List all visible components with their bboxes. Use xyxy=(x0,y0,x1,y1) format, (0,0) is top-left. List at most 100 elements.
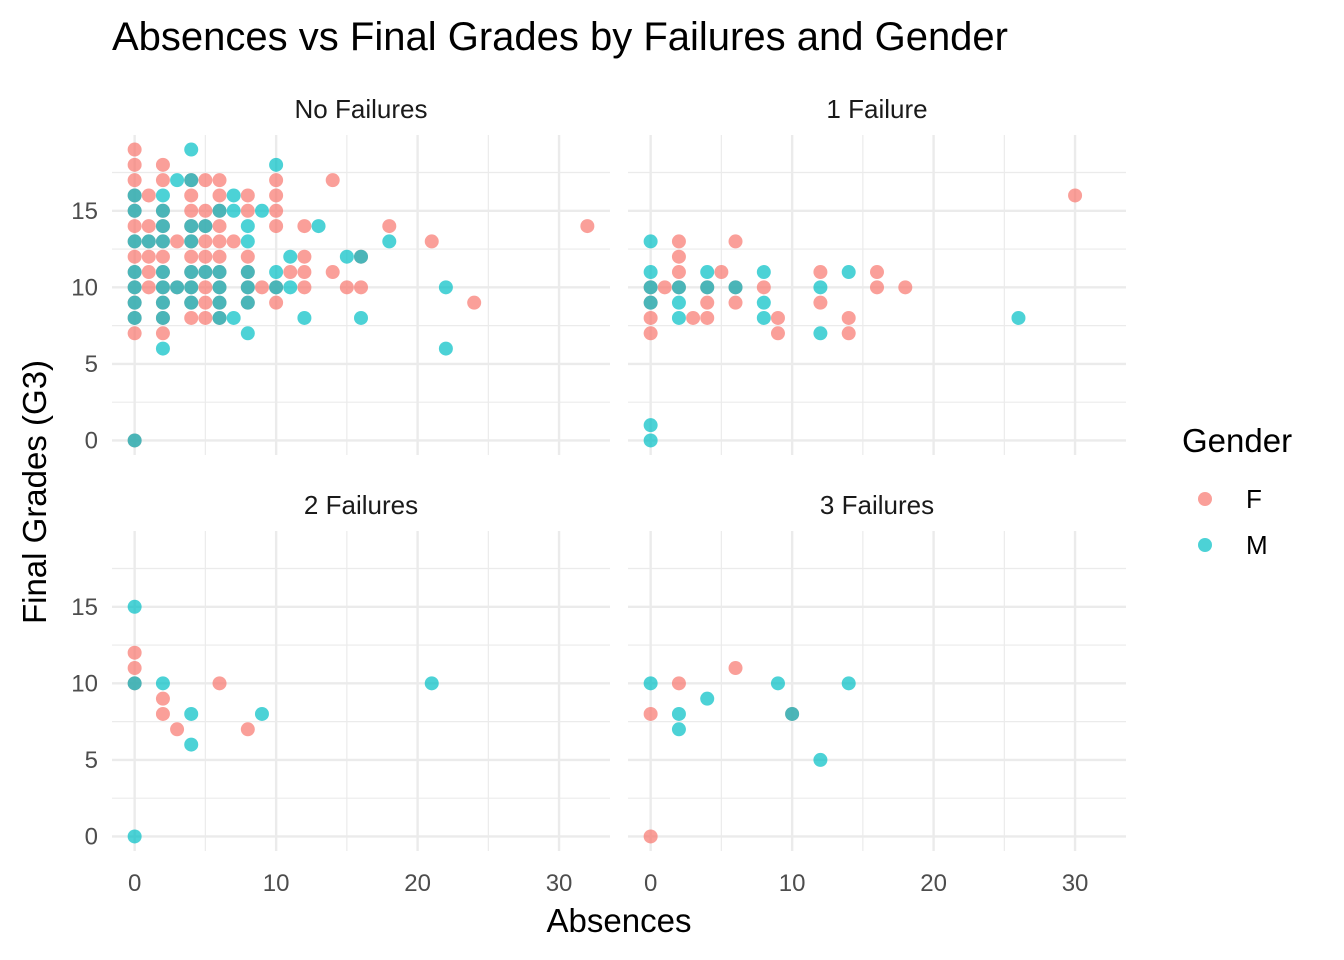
data-point-m xyxy=(155,219,170,234)
data-point-f xyxy=(127,142,142,157)
legend-label: M xyxy=(1246,530,1268,560)
data-point-m xyxy=(643,234,658,249)
data-point-m xyxy=(212,265,227,280)
data-point-m xyxy=(643,295,658,310)
data-point-m xyxy=(127,676,142,691)
data-point-m xyxy=(339,249,354,264)
data-point-m xyxy=(184,173,199,188)
data-point-m xyxy=(212,280,227,295)
data-point-f xyxy=(756,280,771,295)
data-point-f xyxy=(671,676,686,691)
data-point-m xyxy=(170,173,185,188)
data-point-f xyxy=(643,310,658,325)
data-point-f xyxy=(127,326,142,341)
data-point-m xyxy=(1011,310,1026,325)
data-point-f xyxy=(714,265,729,280)
data-point-m xyxy=(671,706,686,721)
data-point-f xyxy=(841,326,856,341)
data-point-m xyxy=(141,234,156,249)
data-point-m xyxy=(127,188,142,203)
data-point-m xyxy=(184,295,199,310)
data-point-m xyxy=(311,219,326,234)
y-tick-label: 10 xyxy=(71,274,98,301)
data-point-f xyxy=(141,280,156,295)
data-point-f xyxy=(184,310,199,325)
data-point-f xyxy=(297,219,312,234)
data-point-m xyxy=(643,433,658,448)
data-point-f xyxy=(297,265,312,280)
data-point-m xyxy=(184,280,199,295)
data-point-f xyxy=(813,295,828,310)
x-axis-title: Absences xyxy=(547,902,692,939)
data-point-f xyxy=(212,173,227,188)
facet-panels: No Failures 0 5 10 15 1 Failure 2 Failures 0 5 10… xyxy=(71,94,1126,897)
data-point-f xyxy=(700,310,715,325)
data-point-m xyxy=(269,157,284,172)
data-point-f xyxy=(580,219,595,234)
y-tick-label: 15 xyxy=(71,594,98,621)
data-point-f xyxy=(813,265,828,280)
data-point-m xyxy=(283,280,298,295)
data-point-f xyxy=(155,249,170,264)
y-tick-label: 5 xyxy=(85,351,98,378)
data-point-m xyxy=(127,599,142,614)
data-point-f xyxy=(127,249,142,264)
data-point-f xyxy=(141,188,156,203)
data-point-f xyxy=(127,661,142,676)
y-tick-label: 10 xyxy=(71,670,98,697)
data-point-f xyxy=(671,234,686,249)
data-point-m xyxy=(155,280,170,295)
chart-title: Absences vs Final Grades by Failures and… xyxy=(112,15,1008,59)
data-point-m xyxy=(269,280,284,295)
data-point-f xyxy=(269,188,284,203)
x-tick-label: 20 xyxy=(404,870,431,897)
data-point-m xyxy=(283,249,298,264)
facet-label: No Failures xyxy=(295,94,428,124)
x-tick-label: 0 xyxy=(128,870,141,897)
data-point-m xyxy=(254,706,269,721)
facet-label: 3 Failures xyxy=(820,490,934,520)
data-point-f xyxy=(424,234,439,249)
data-point-m xyxy=(226,203,241,218)
data-point-f xyxy=(728,661,743,676)
data-point-f xyxy=(184,203,199,218)
y-tick-label: 5 xyxy=(85,747,98,774)
data-point-f xyxy=(198,249,213,264)
data-point-f xyxy=(728,234,743,249)
data-point-f xyxy=(325,265,340,280)
data-point-f xyxy=(686,310,701,325)
data-point-f xyxy=(269,219,284,234)
data-point-f xyxy=(382,219,397,234)
data-point-f xyxy=(643,829,658,844)
data-point-f xyxy=(770,310,785,325)
data-point-m xyxy=(354,249,368,264)
data-point-m xyxy=(756,310,771,325)
x-tick-label: 30 xyxy=(1062,870,1089,897)
data-point-f xyxy=(254,280,269,295)
data-point-m xyxy=(770,676,785,691)
facet-label: 2 Failures xyxy=(304,490,418,520)
data-point-m xyxy=(198,219,213,234)
legend-title: Gender xyxy=(1182,422,1292,459)
data-point-m xyxy=(785,706,800,721)
legend-label: F xyxy=(1246,484,1262,514)
data-point-f xyxy=(184,249,199,264)
data-point-f xyxy=(155,157,170,172)
data-point-m xyxy=(155,310,170,325)
data-point-f xyxy=(170,722,185,737)
data-point-f xyxy=(155,691,170,706)
data-point-m xyxy=(841,676,856,691)
data-point-m xyxy=(354,310,368,325)
y-axis-title: Final Grades (G3) xyxy=(16,360,53,624)
data-point-m xyxy=(127,265,142,280)
data-point-f xyxy=(155,706,170,721)
data-point-f xyxy=(212,188,227,203)
data-point-m xyxy=(184,737,199,752)
data-point-m xyxy=(700,691,715,706)
data-point-m xyxy=(240,265,255,280)
data-point-m xyxy=(424,676,439,691)
data-point-m xyxy=(226,310,241,325)
data-point-f xyxy=(671,249,686,264)
data-point-m xyxy=(127,234,142,249)
